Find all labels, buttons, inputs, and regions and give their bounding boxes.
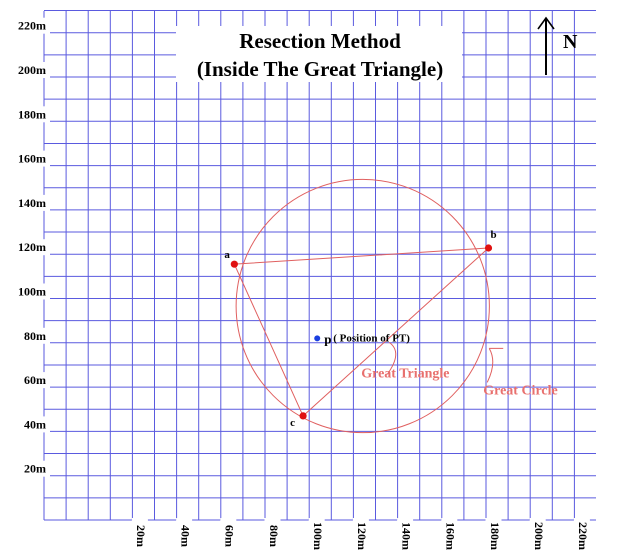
- x-tick-background: [308, 518, 325, 555]
- x-tick-background: [176, 518, 193, 555]
- x-tick-background: [131, 518, 148, 555]
- title-line-1: Resection Method: [239, 29, 401, 53]
- y-axis-tick-labels: 220m 200m 180m 160m 140m 120m 100m 80m 60m 40m 20m: [2, 17, 50, 477]
- x-tick-background: [220, 518, 237, 555]
- position-point: [314, 335, 321, 342]
- x-tick-label: 60m: [223, 525, 237, 547]
- x-tick-label: 160m: [444, 522, 458, 550]
- great-triangle-label: Great Triangle: [361, 366, 449, 381]
- x-tick-background: [264, 518, 281, 555]
- y-tick-label: 20m: [24, 462, 46, 476]
- station-label-b: b: [490, 229, 496, 241]
- x-tick-background: [573, 518, 590, 555]
- survey-points: a b c: [224, 229, 496, 429]
- great-circle: [235, 178, 490, 434]
- construction-lines: [233, 178, 490, 434]
- north-label: N: [563, 31, 578, 53]
- position-symbol: p: [324, 331, 331, 346]
- station-point-b: [484, 244, 493, 252]
- great-circle-leader: [486, 347, 504, 383]
- great-circle-label: Great Circle: [483, 383, 558, 398]
- title-line-2: (Inside The Great Triangle): [197, 57, 443, 81]
- y-tick-label: 200m: [18, 63, 46, 77]
- y-tick-background: [2, 106, 50, 123]
- x-tick-label: 80m: [267, 525, 281, 547]
- y-tick-label: 140m: [18, 196, 46, 210]
- y-tick-label: 120m: [18, 240, 46, 254]
- annotations: p( Position of PT) Great Triangle Great Ci…: [324, 331, 558, 398]
- y-tick-background: [2, 372, 50, 389]
- x-axis-tick-labels: 20m 40m 60m 80m 100m 120m 140m 160m 180m 200m 220m: [131, 518, 590, 555]
- x-tick-background: [352, 518, 369, 555]
- station-point-a: [230, 260, 238, 268]
- y-tick-background: [2, 460, 50, 477]
- x-tick-label: 180m: [488, 522, 502, 550]
- y-tick-label: 40m: [24, 417, 46, 431]
- y-tick-background: [2, 327, 50, 344]
- title-background: [176, 26, 462, 82]
- x-tick-label: 40m: [178, 525, 192, 547]
- y-tick-label: 220m: [18, 19, 46, 33]
- station-point-c: [299, 412, 307, 420]
- x-tick-label: 200m: [532, 522, 546, 550]
- position-note: ( Position of PT): [333, 332, 410, 344]
- y-tick-background: [2, 17, 50, 34]
- station-label-c: c: [290, 417, 295, 429]
- y-tick-label: 100m: [18, 285, 46, 299]
- x-tick-background: [397, 518, 414, 555]
- y-tick-background: [2, 239, 50, 256]
- y-tick-background: [2, 283, 50, 300]
- x-tick-label: 100m: [311, 522, 325, 550]
- y-tick-label: 80m: [24, 329, 46, 343]
- x-tick-label: 220m: [576, 522, 590, 550]
- x-tick-background: [485, 518, 502, 555]
- north-arrow-head: [537, 16, 555, 30]
- x-tick-label: 120m: [355, 522, 369, 550]
- y-tick-label: 180m: [18, 107, 46, 121]
- great-triangle: [233, 247, 490, 417]
- x-tick-label: 140m: [399, 522, 413, 550]
- great-triangle-leader: [386, 341, 397, 375]
- grid: [43, 10, 596, 521]
- x-tick-background: [441, 518, 458, 555]
- x-tick-label: 20m: [134, 525, 148, 547]
- y-tick-label: 60m: [24, 373, 46, 387]
- x-tick-background: [529, 518, 546, 555]
- north-arrow: N: [537, 16, 578, 75]
- title-block: Resection Method (Inside The Great Trian…: [176, 26, 462, 82]
- y-tick-background: [2, 150, 50, 167]
- y-tick-background: [2, 416, 50, 433]
- y-tick-background: [2, 62, 50, 78]
- y-tick-label: 160m: [18, 152, 46, 166]
- station-label-a: a: [224, 249, 230, 261]
- y-tick-background: [2, 194, 50, 211]
